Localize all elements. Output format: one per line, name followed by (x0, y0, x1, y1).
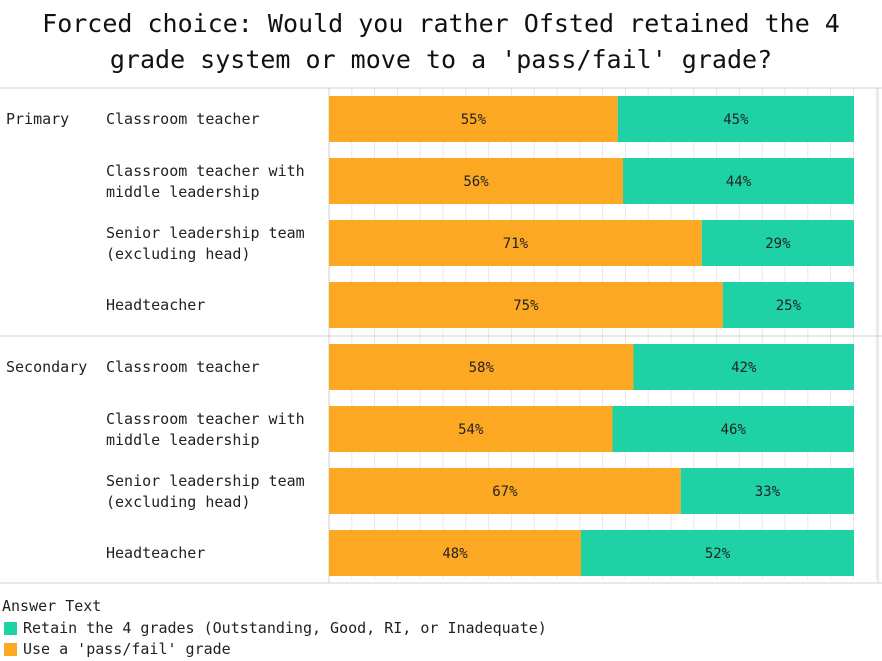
bar-retain (612, 406, 854, 452)
data-label-pass-fail: 55% (461, 112, 487, 128)
data-label-retain: 29% (765, 236, 791, 252)
legend-swatch-retain (4, 621, 17, 635)
data-label-retain: 42% (731, 360, 757, 376)
legend-item-retain: Retain the 4 grades (Outstanding, Good, … (4, 619, 547, 637)
category-label: (excluding head) (106, 245, 251, 263)
data-label-pass-fail: 54% (458, 422, 484, 438)
bar-retain (680, 468, 854, 514)
category-label: middle leadership (106, 431, 260, 449)
bar-pass-fail (329, 468, 681, 514)
legend-item-pass-fail: Use a 'pass/fail' grade (4, 640, 231, 658)
data-label-pass-fail: 71% (503, 236, 529, 252)
category-label: middle leadership (106, 183, 260, 201)
category-label: Senior leadership team (106, 224, 305, 242)
legend-title: Answer Text (2, 597, 102, 615)
data-label-pass-fail: 48% (442, 546, 468, 562)
data-label-retain: 25% (776, 298, 802, 314)
data-label-retain: 44% (726, 174, 752, 190)
data-label-retain: 33% (755, 484, 781, 500)
group-label-primary: Primary (6, 110, 69, 128)
data-label-pass-fail: 56% (463, 174, 489, 190)
data-label-pass-fail: 58% (469, 360, 495, 376)
group-label-secondary: Secondary (6, 358, 87, 376)
data-label-pass-fail: 75% (513, 298, 539, 314)
chart-title: Forced choice: Would you rather Ofsted r… (42, 9, 840, 74)
bar-retain (623, 158, 854, 204)
bar-pass-fail (329, 530, 581, 576)
bar-pass-fail (329, 96, 618, 142)
bar-pass-fail (329, 158, 623, 204)
bar-retain (581, 530, 854, 576)
data-label-pass-fail: 67% (492, 484, 518, 500)
category-label: Headteacher (106, 544, 205, 562)
category-label: Classroom teacher (106, 358, 260, 376)
bar-retain (617, 96, 854, 142)
category-label: Senior leadership team (106, 472, 305, 490)
data-label-retain: 52% (705, 546, 731, 562)
legend-label-retain: Retain the 4 grades (Outstanding, Good, … (23, 619, 547, 637)
bar-pass-fail (329, 220, 702, 266)
bar-pass-fail (329, 282, 723, 328)
category-label: Classroom teacher with (106, 410, 305, 428)
bar-pass-fail (329, 344, 634, 390)
legend-swatch-pass-fail (4, 642, 17, 656)
category-label: Headteacher (106, 296, 205, 314)
bar-retain (633, 344, 854, 390)
legend-label-pass-fail: Use a 'pass/fail' grade (23, 640, 231, 658)
category-label: Classroom teacher (106, 110, 260, 128)
bar-pass-fail (329, 406, 613, 452)
data-label-retain: 46% (721, 422, 747, 438)
bar-retain (722, 282, 854, 328)
bar-retain (701, 220, 854, 266)
data-label-retain: 45% (723, 112, 749, 128)
category-label: Classroom teacher with (106, 162, 305, 180)
category-label: (excluding head) (106, 493, 251, 511)
